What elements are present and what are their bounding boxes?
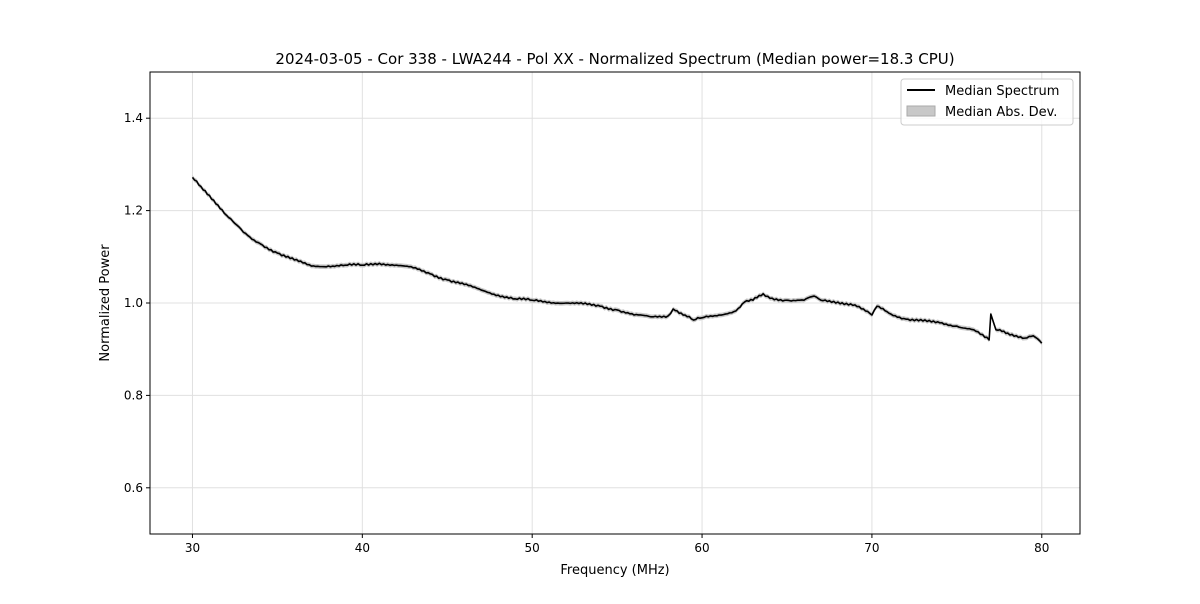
chart-title: 2024-03-05 - Cor 338 - LWA244 - Pol XX -…	[275, 50, 954, 68]
x-axis-label: Frequency (MHz)	[560, 563, 669, 578]
x-axis-ticks: 30 40 50 60 70 80	[185, 534, 1050, 555]
y-axis-ticks: 0.6 0.8 1.0 1.2 1.4	[124, 111, 150, 495]
x-tick-label: 60	[694, 541, 709, 555]
x-tick-label: 50	[525, 541, 540, 555]
grid	[150, 72, 1080, 534]
x-tick-label: 80	[1034, 541, 1049, 555]
legend: Median Spectrum Median Abs. Dev.	[901, 79, 1073, 125]
y-tick-label: 0.6	[124, 481, 143, 495]
y-tick-label: 1.4	[124, 111, 143, 125]
legend-label-median: Median Spectrum	[945, 84, 1059, 99]
legend-band-swatch	[907, 106, 935, 116]
x-tick-label: 30	[185, 541, 200, 555]
y-tick-label: 1.0	[124, 296, 143, 310]
x-tick-label: 40	[355, 541, 370, 555]
y-tick-label: 1.2	[124, 204, 143, 218]
y-tick-label: 0.8	[124, 388, 143, 402]
y-axis-label: Normalized Power	[98, 244, 113, 362]
x-tick-label: 70	[864, 541, 879, 555]
median-spectrum-path	[192, 177, 1041, 343]
legend-label-mad: Median Abs. Dev.	[945, 105, 1057, 120]
